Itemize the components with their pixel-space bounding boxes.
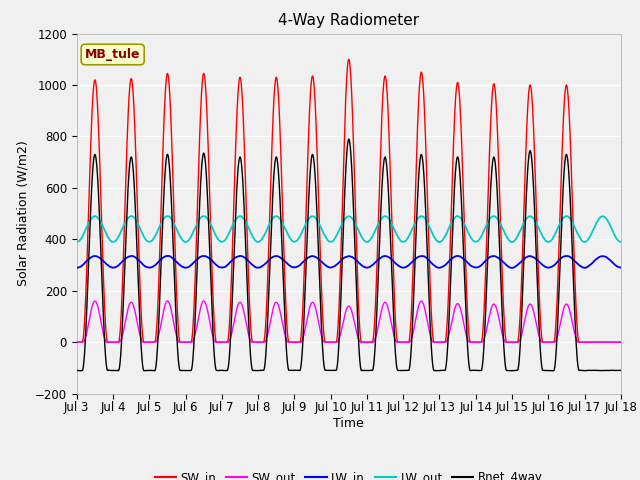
Title: 4-Way Radiometer: 4-Way Radiometer <box>278 13 419 28</box>
Y-axis label: Solar Radiation (W/m2): Solar Radiation (W/m2) <box>17 141 29 287</box>
Text: MB_tule: MB_tule <box>85 48 140 61</box>
X-axis label: Time: Time <box>333 417 364 430</box>
Legend: SW_in, SW_out, LW_in, LW_out, Rnet_4way: SW_in, SW_out, LW_in, LW_out, Rnet_4way <box>150 466 548 480</box>
